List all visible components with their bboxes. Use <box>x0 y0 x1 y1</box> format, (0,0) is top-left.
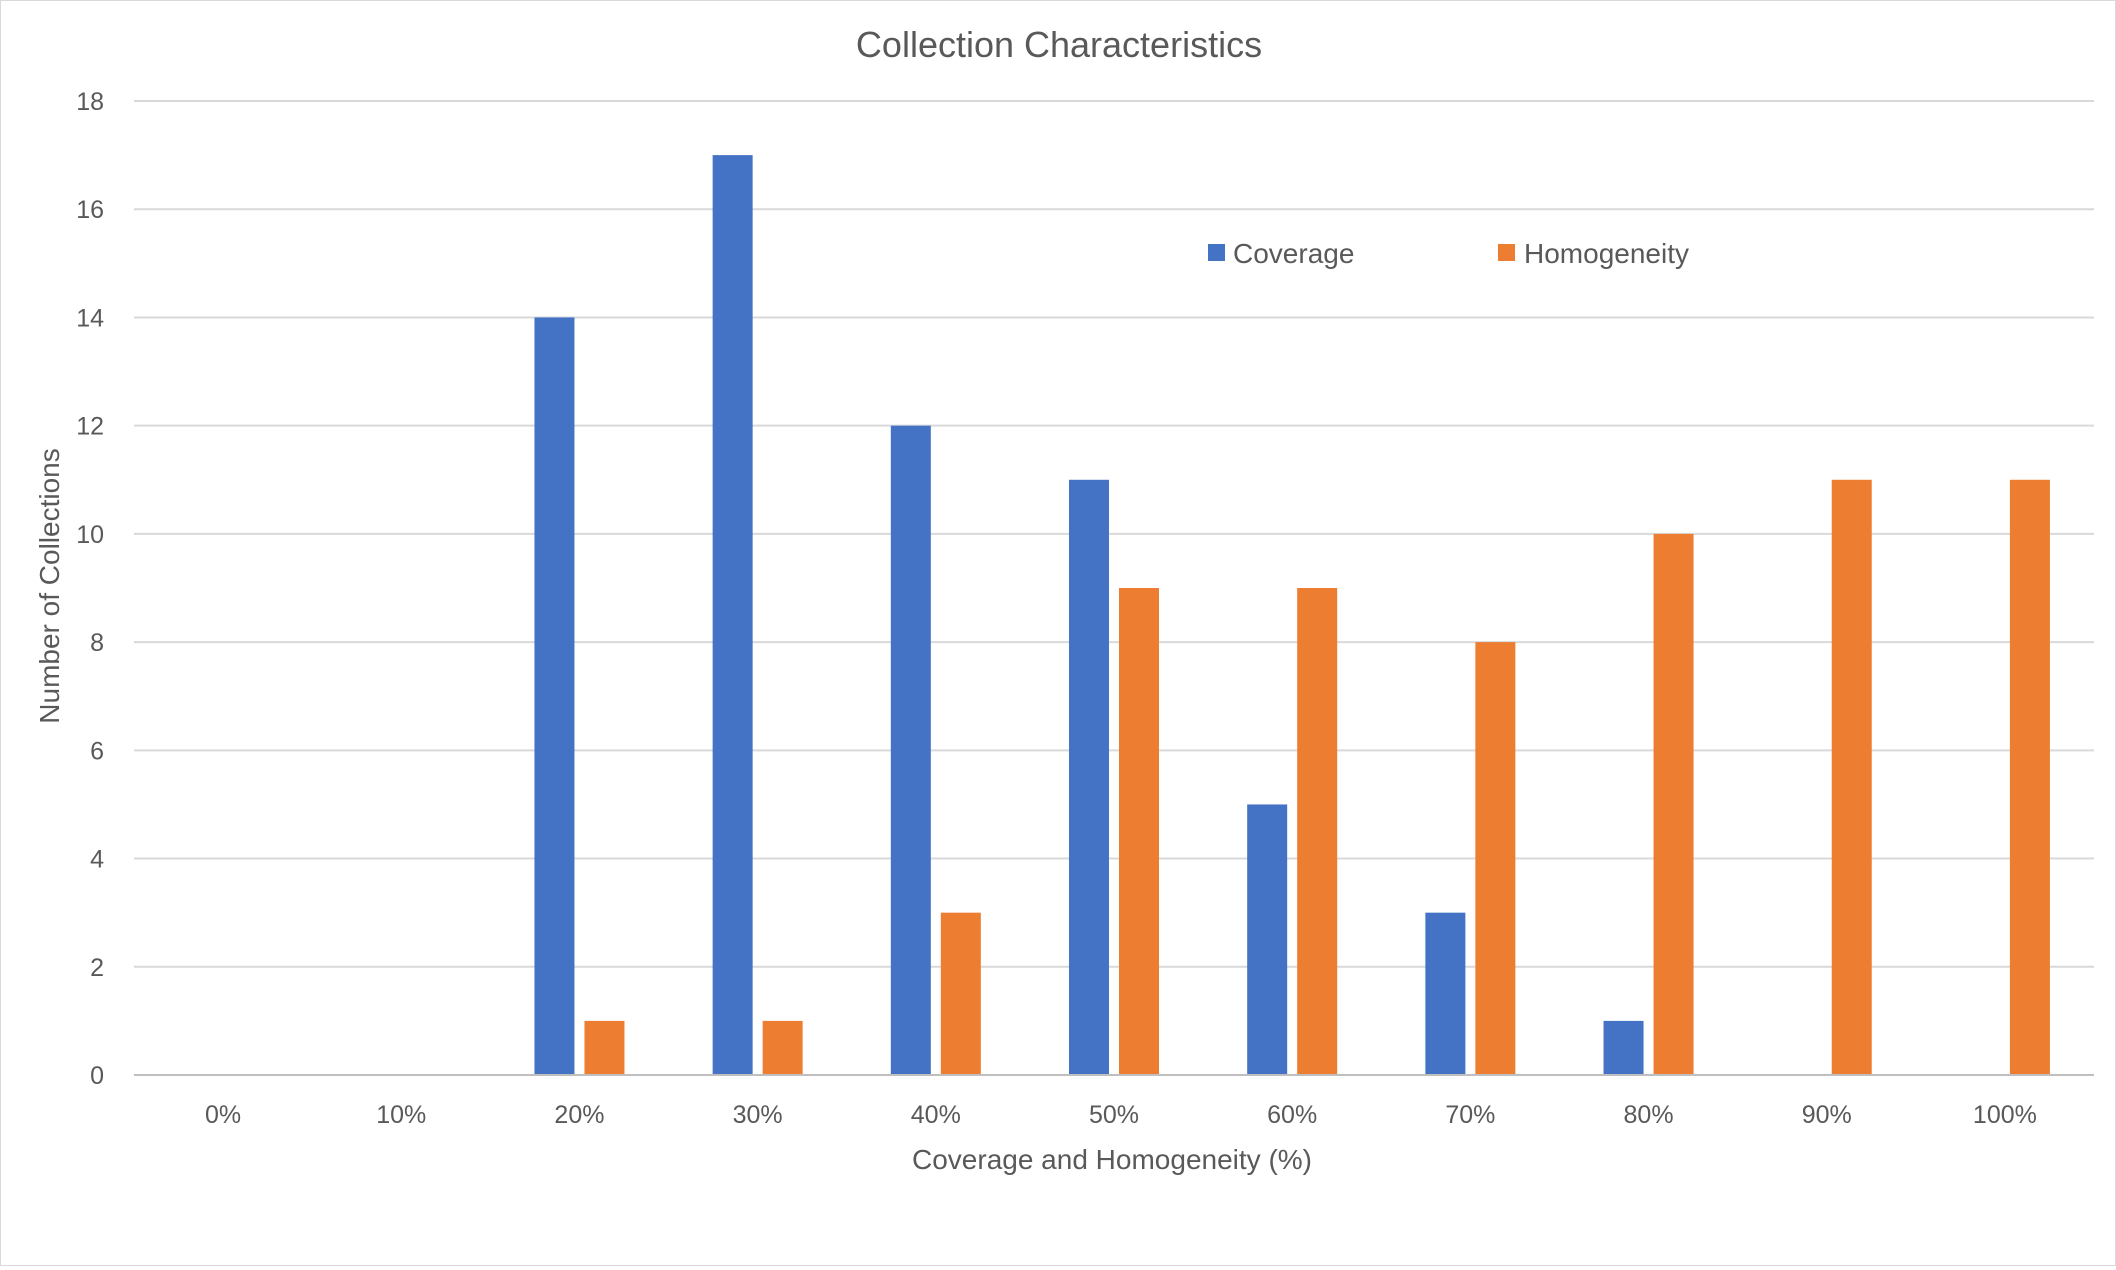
y-tick-label: 10 <box>76 521 104 549</box>
bars <box>534 155 2050 1076</box>
x-tick-label: 0% <box>205 1101 241 1129</box>
x-tick-label: 40% <box>911 1101 961 1129</box>
bar-coverage-80pct <box>1603 1020 1644 1075</box>
x-tick-label: 80% <box>1624 1101 1674 1129</box>
legend-swatch-coverage <box>1208 244 1225 261</box>
bar-homogeneity-30pct <box>762 1020 803 1075</box>
x-tick-label: 50% <box>1089 1101 1139 1129</box>
y-tick-label: 12 <box>76 413 104 441</box>
bar-homogeneity-20pct <box>584 1020 625 1075</box>
x-tick-label: 10% <box>376 1101 426 1129</box>
y-tick-label: 14 <box>76 304 104 332</box>
axes: 0 2 4 6 8 10 12 14 16 18 0% 10% 20% 30% 40% 50% 60% 70% 80… <box>76 88 2094 1129</box>
x-tick-label: 20% <box>554 1101 604 1129</box>
legend-label-homogeneity: Homogeneity <box>1524 238 1689 269</box>
x-tick-label: 70% <box>1445 1101 1495 1129</box>
bar-homogeneity-80pct <box>1653 533 1694 1075</box>
bar-coverage-20pct <box>534 317 575 1075</box>
bar-homogeneity-100pct <box>2009 479 2050 1075</box>
y-tick-label: 4 <box>90 846 104 874</box>
legend: Coverage Homogeneity <box>1208 238 1689 269</box>
legend-swatch-homogeneity <box>1498 244 1515 261</box>
bar-coverage-60pct <box>1247 804 1288 1075</box>
bar-coverage-30pct <box>712 155 753 1076</box>
bar-homogeneity-90pct <box>1831 479 1872 1075</box>
y-tick-label: 6 <box>90 737 104 765</box>
chart-title: Collection Characteristics <box>856 24 1262 65</box>
legend-label-coverage: Coverage <box>1233 238 1354 269</box>
x-tick-label: 60% <box>1267 1101 1317 1129</box>
bar-homogeneity-60pct <box>1297 588 1338 1075</box>
x-tick-label: 90% <box>1802 1101 1852 1129</box>
bar-homogeneity-50pct <box>1119 588 1159 1075</box>
x-axis-label: Coverage and Homogeneity (%) <box>912 1144 1312 1175</box>
x-tick-label: 30% <box>733 1101 783 1129</box>
bar-coverage-40pct <box>890 425 931 1076</box>
bar-homogeneity-40pct <box>940 912 981 1075</box>
y-tick-label: 8 <box>90 629 104 657</box>
bar-coverage-50pct <box>1069 479 1109 1075</box>
y-tick-label: 2 <box>90 954 104 982</box>
bar-coverage-70pct <box>1425 912 1466 1075</box>
y-tick-label: 16 <box>76 196 104 224</box>
y-axis-label: Number of Collections <box>34 448 65 723</box>
y-tick-label: 18 <box>76 88 104 116</box>
x-tick-label: 100% <box>1973 1101 2037 1129</box>
gridlines <box>134 100 2094 968</box>
bar-homogeneity-70pct <box>1475 642 1516 1075</box>
y-tick-label: 0 <box>90 1062 104 1090</box>
